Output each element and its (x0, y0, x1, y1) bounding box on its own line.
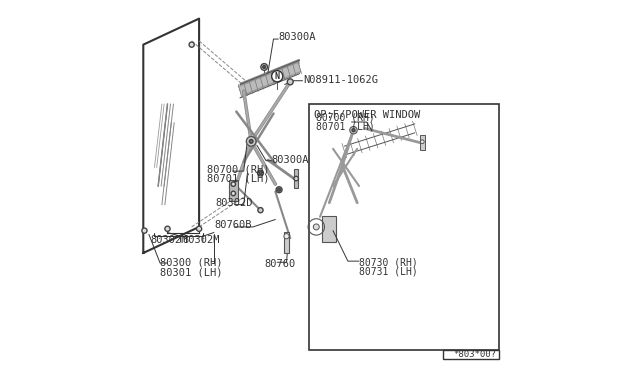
Circle shape (261, 64, 268, 70)
Text: 80760: 80760 (264, 259, 296, 269)
Circle shape (278, 188, 280, 191)
Text: 80302M: 80302M (151, 235, 188, 245)
Bar (284, 232, 289, 253)
Text: 80300A: 80300A (271, 155, 309, 165)
Circle shape (257, 170, 264, 176)
Circle shape (271, 71, 283, 82)
Circle shape (284, 234, 289, 239)
Circle shape (294, 176, 298, 181)
Bar (443, 350, 499, 359)
Bar (229, 180, 238, 201)
Text: 80760B: 80760B (214, 220, 252, 230)
Text: 80730 (RH): 80730 (RH) (359, 257, 418, 267)
Text: 80701 (LH): 80701 (LH) (316, 122, 375, 131)
Bar (322, 216, 336, 242)
Circle shape (420, 140, 424, 144)
Text: 80302M: 80302M (182, 235, 220, 245)
Bar (294, 169, 298, 188)
Circle shape (246, 137, 256, 146)
Circle shape (231, 182, 236, 186)
Text: 80302D: 80302D (216, 198, 253, 208)
Circle shape (165, 226, 170, 231)
Circle shape (196, 226, 202, 231)
Circle shape (258, 208, 263, 213)
Bar (420, 135, 424, 150)
Circle shape (287, 79, 293, 85)
Text: 80731 (LH): 80731 (LH) (359, 267, 418, 276)
Circle shape (231, 191, 236, 196)
Circle shape (276, 187, 282, 193)
Circle shape (142, 228, 147, 233)
Text: N08911-1062G: N08911-1062G (303, 75, 378, 85)
Text: 80301 (LH): 80301 (LH) (160, 267, 223, 277)
Circle shape (314, 224, 319, 230)
Text: 80300 (RH): 80300 (RH) (160, 257, 223, 267)
Text: N: N (275, 72, 280, 81)
Text: OP:F/POWER WINDOW: OP:F/POWER WINDOW (314, 110, 420, 120)
Text: 80701 (LH): 80701 (LH) (207, 174, 269, 183)
Circle shape (259, 171, 262, 174)
Circle shape (250, 140, 253, 143)
Circle shape (352, 129, 355, 132)
Circle shape (349, 126, 357, 134)
Circle shape (262, 65, 266, 68)
Text: *803*00?: *803*00? (454, 350, 497, 359)
Text: 80700 (RH): 80700 (RH) (207, 164, 269, 174)
Text: 80700 (RH): 80700 (RH) (316, 112, 375, 122)
Circle shape (189, 42, 195, 47)
Bar (309, 104, 499, 350)
Text: 80300A: 80300A (278, 32, 316, 42)
